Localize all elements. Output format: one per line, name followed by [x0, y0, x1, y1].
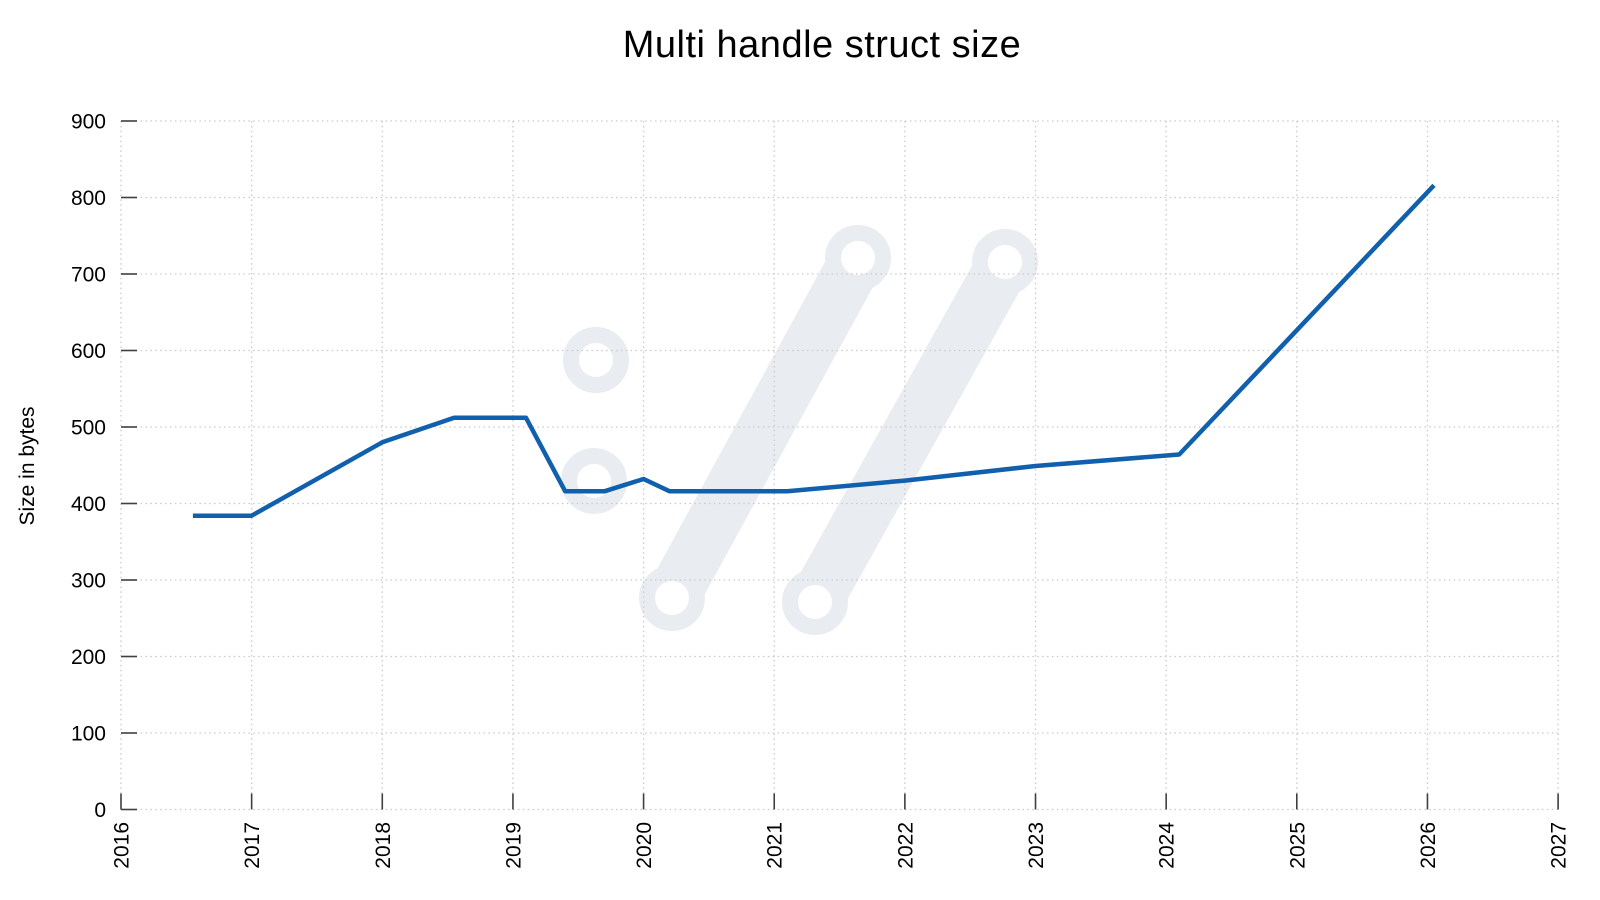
y-tick-label: 300 — [71, 570, 106, 593]
axis-tick-labels: 0 100 200 300 400 500 600 700 800 900 2016 2017 2018… — [71, 111, 1571, 869]
chart-title: Multi handle struct size — [622, 24, 1022, 66]
watermark-ring — [825, 225, 891, 291]
x-tick-label: 2019 — [502, 822, 525, 869]
curl-logo-watermark — [561, 225, 1038, 635]
y-tick-label: 0 — [94, 799, 106, 822]
x-tick-label: 2018 — [372, 822, 395, 869]
y-tick-label: 100 — [71, 723, 106, 746]
y-tick-label: 800 — [71, 187, 106, 210]
x-tick-label: 2025 — [1286, 822, 1309, 869]
watermark-ring — [563, 327, 629, 393]
y-tick-label: 400 — [71, 493, 106, 516]
y-tick-label: 700 — [71, 264, 106, 287]
x-tick-label: 2020 — [633, 822, 656, 869]
series-line — [192, 183, 1436, 518]
y-tick-label: 500 — [71, 417, 106, 440]
watermark-ring — [972, 229, 1038, 295]
watermark-slash — [788, 235, 1032, 629]
x-tick-label: 2016 — [111, 822, 134, 869]
data-series — [192, 183, 1436, 518]
watermark-ring — [639, 565, 705, 631]
watermark-slash — [645, 231, 885, 625]
y-tick-label: 600 — [71, 340, 106, 363]
x-tick-label: 2024 — [1156, 822, 1179, 869]
x-tick-label: 2021 — [764, 822, 787, 869]
gridlines — [120, 120, 1559, 811]
y-tick-label: 200 — [71, 646, 106, 669]
x-tick-label: 2022 — [894, 822, 917, 869]
axis-ticks — [120, 120, 1559, 811]
x-tick-label: 2026 — [1417, 822, 1440, 869]
watermark-ring — [561, 448, 627, 514]
y-tick-label: 900 — [71, 111, 106, 134]
x-tick-label: 2023 — [1025, 822, 1048, 869]
x-tick-label: 2017 — [241, 822, 264, 869]
x-tick-label: 2027 — [1548, 822, 1571, 869]
watermark-ring — [782, 569, 848, 635]
